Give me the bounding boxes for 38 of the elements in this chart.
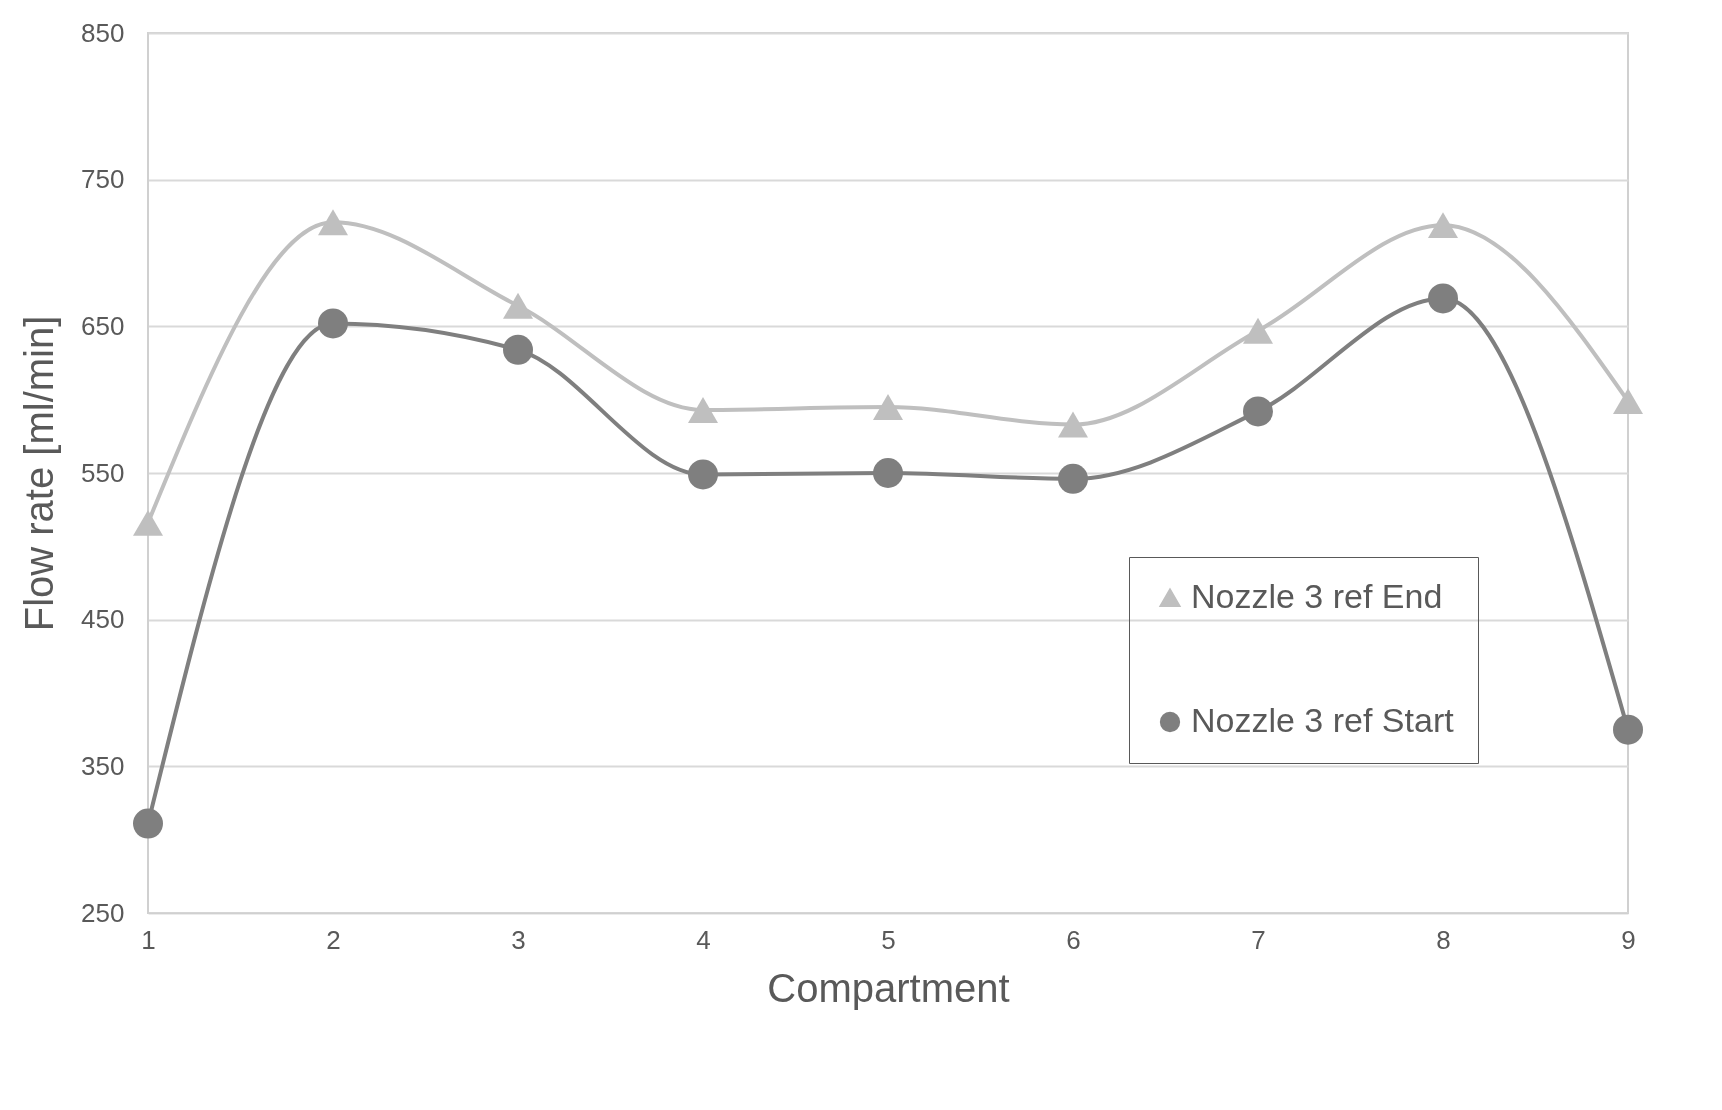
x-tick-label: 3 [511,924,526,955]
y-tick-label: 250 [81,897,125,928]
point [503,334,533,365]
x-tick-label: 1 [141,924,156,955]
y-axis-title: Flow rate [ml/min] [17,315,62,632]
x-tick-label: 7 [1251,924,1266,955]
point [688,396,718,423]
point [318,308,348,339]
y-tick-label: 450 [81,604,125,635]
point [318,209,348,236]
point [1243,317,1273,344]
y-tick-label: 350 [81,750,125,781]
y-tick-label: 550 [81,457,125,488]
x-tick-label: 8 [1436,924,1451,955]
x-axis-title: Compartment [767,965,1010,1010]
point [1428,212,1458,239]
legend-label: Nozzle 3 ref End [1191,577,1443,615]
y-tick-label: 850 [81,17,125,48]
point [1243,396,1273,427]
point [1428,283,1458,314]
point [503,292,533,319]
point [873,458,903,488]
point [133,509,163,536]
point [688,459,718,490]
point [1058,411,1088,438]
point [873,394,903,420]
y-tick-label: 650 [81,310,125,341]
x-tick-label: 4 [696,924,711,955]
legend-label: Nozzle 3 ref Start [1191,701,1455,739]
point [1613,714,1643,745]
x-tick-label: 5 [881,924,896,955]
x-tick-label: 2 [326,924,341,955]
point [1613,388,1643,415]
point [1058,463,1088,494]
point [133,808,163,839]
y-tick-label: 750 [81,164,125,195]
x-tick-label: 6 [1066,924,1081,955]
x-tick-label: 9 [1621,924,1636,955]
